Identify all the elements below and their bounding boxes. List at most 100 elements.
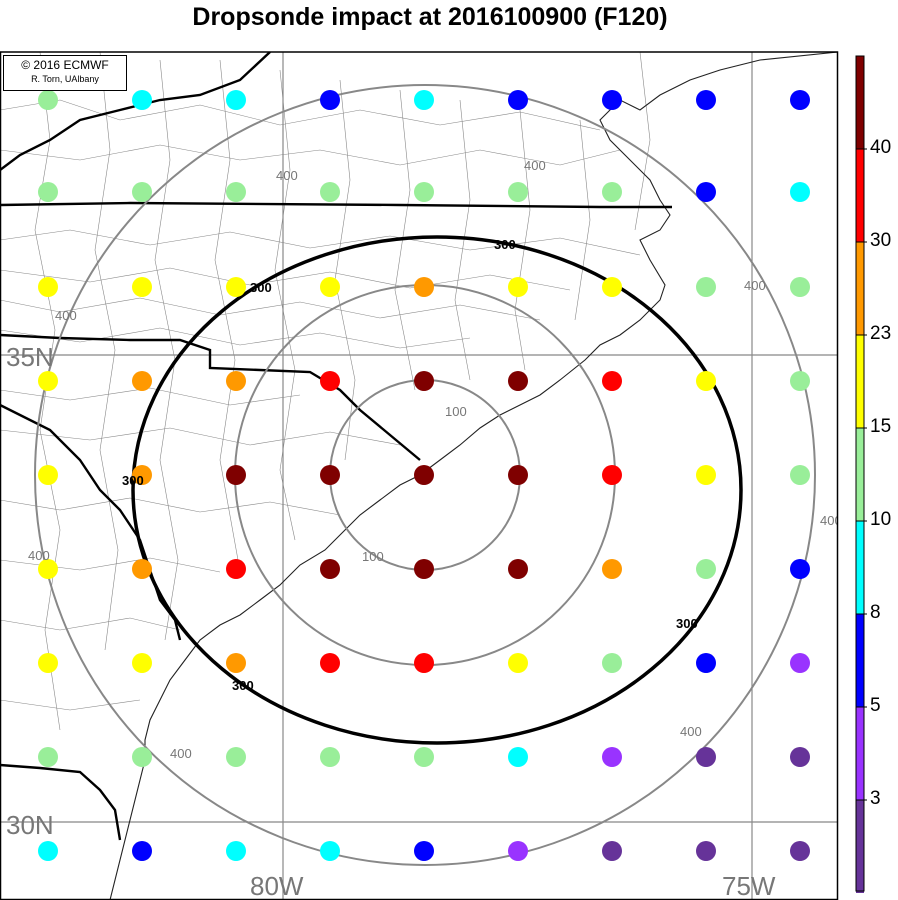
dropsonde-marker	[508, 653, 528, 673]
contour-labels: 100 100 300 300 300 300 300 400 400 400 …	[28, 158, 842, 761]
dropsonde-marker	[320, 653, 340, 673]
dropsonde-marker	[696, 465, 716, 485]
dropsonde-marker	[790, 841, 810, 861]
dropsonde-marker	[414, 559, 434, 579]
contour-label: 100	[445, 404, 467, 419]
dropsonde-marker	[132, 182, 152, 202]
dropsonde-marker	[790, 747, 810, 767]
dropsonde-marker	[790, 277, 810, 297]
contour-label: 300	[122, 473, 144, 488]
dropsonde-marker	[696, 90, 716, 110]
dropsonde-marker	[38, 653, 58, 673]
dropsonde-marker	[226, 371, 246, 391]
dropsonde-marker	[696, 277, 716, 297]
lon-label-75w: 75W	[722, 871, 776, 900]
dropsonde-marker	[38, 182, 58, 202]
map-title: Dropsonde impact at 2016100900 (F120)	[192, 3, 668, 31]
contour-label: 400	[55, 308, 77, 323]
coastline	[109, 52, 838, 900]
credit-box: © 2016 ECMWF R. Torn, UAlbany	[3, 55, 127, 91]
dropsonde-marker	[226, 559, 246, 579]
dropsonde-marker	[132, 559, 152, 579]
graticule	[0, 52, 838, 900]
dropsonde-marker	[790, 559, 810, 579]
dropsonde-marker	[38, 465, 58, 485]
dropsonde-marker	[320, 747, 340, 767]
dropsonde-marker	[132, 465, 152, 485]
dropsonde-marker	[602, 371, 622, 391]
dropsonde-marker	[320, 90, 340, 110]
state-borders	[0, 52, 672, 841]
dropsonde-marker	[38, 559, 58, 579]
dropsonde-marker	[226, 841, 246, 861]
contour-label: 400	[820, 513, 842, 528]
dropsonde-marker	[602, 90, 622, 110]
dropsonde-marker	[132, 371, 152, 391]
contour-label: 300	[494, 237, 516, 252]
dropsonde-marker	[226, 90, 246, 110]
dropsonde-marker	[414, 371, 434, 391]
dropsonde-marker	[602, 747, 622, 767]
dropsonde-marker	[226, 182, 246, 202]
dropsonde-marker	[508, 182, 528, 202]
dropsonde-marker	[320, 182, 340, 202]
dropsonde-marker	[226, 277, 246, 297]
dropsonde-marker	[226, 465, 246, 485]
dropsonde-marker	[508, 559, 528, 579]
contour-label: 400	[680, 724, 702, 739]
dropsonde-marker	[696, 653, 716, 673]
dropsonde-marker	[508, 277, 528, 297]
lon-label-80w: 80W	[250, 871, 304, 900]
dropsonde-marker	[132, 90, 152, 110]
dropsonde-marker	[414, 841, 434, 861]
dropsonde-marker	[602, 559, 622, 579]
contour-label: 300	[250, 280, 272, 295]
dropsonde-marker	[602, 182, 622, 202]
dropsonde-marker	[414, 90, 434, 110]
lat-label-35n: 35N	[6, 342, 54, 372]
dropsonde-marker	[320, 559, 340, 579]
dropsonde-marker	[790, 371, 810, 391]
dropsonde-marker	[38, 277, 58, 297]
contour-label: 100	[362, 549, 384, 564]
dropsonde-marker	[132, 277, 152, 297]
contour-label: 400	[276, 168, 298, 183]
dropsonde-marker	[790, 653, 810, 673]
dropsonde-marker	[508, 371, 528, 391]
dropsonde-marker	[320, 465, 340, 485]
dropsonde-marker	[414, 465, 434, 485]
contour-label: 400	[524, 158, 546, 173]
dropsonde-marker	[414, 653, 434, 673]
lat-label-30n: 30N	[6, 810, 54, 840]
dropsonde-marker	[320, 277, 340, 297]
contour-label: 400	[170, 746, 192, 761]
contour-label: 300	[232, 678, 254, 693]
dropsonde-marker	[414, 747, 434, 767]
dropsonde-marker	[508, 465, 528, 485]
contour-label: 400	[744, 278, 766, 293]
dropsonde-marker	[414, 277, 434, 297]
dropsonde-marker	[320, 371, 340, 391]
dropsonde-marker	[508, 747, 528, 767]
dropsonde-marker	[602, 465, 622, 485]
dropsonde-marker	[38, 371, 58, 391]
dropsonde-marker	[38, 841, 58, 861]
dropsonde-marker	[226, 747, 246, 767]
dropsonde-marker	[790, 90, 810, 110]
dropsonde-marker	[132, 653, 152, 673]
county-lines	[0, 52, 651, 731]
dropsonde-marker	[38, 90, 58, 110]
contour-label: 300	[676, 616, 698, 631]
dropsonde-marker	[602, 841, 622, 861]
dropsonde-marker	[602, 653, 622, 673]
dropsonde-marker	[602, 277, 622, 297]
contour-label: 400	[28, 548, 50, 563]
dropsonde-marker	[696, 841, 716, 861]
credit-author: R. Torn, UAlbany	[31, 74, 99, 84]
dropsonde-marker	[508, 90, 528, 110]
dropsonde-marker	[132, 841, 152, 861]
dropsonde-marker	[508, 841, 528, 861]
dropsonde-marker	[696, 747, 716, 767]
credit-copyright: © 2016 ECMWF	[21, 58, 109, 72]
